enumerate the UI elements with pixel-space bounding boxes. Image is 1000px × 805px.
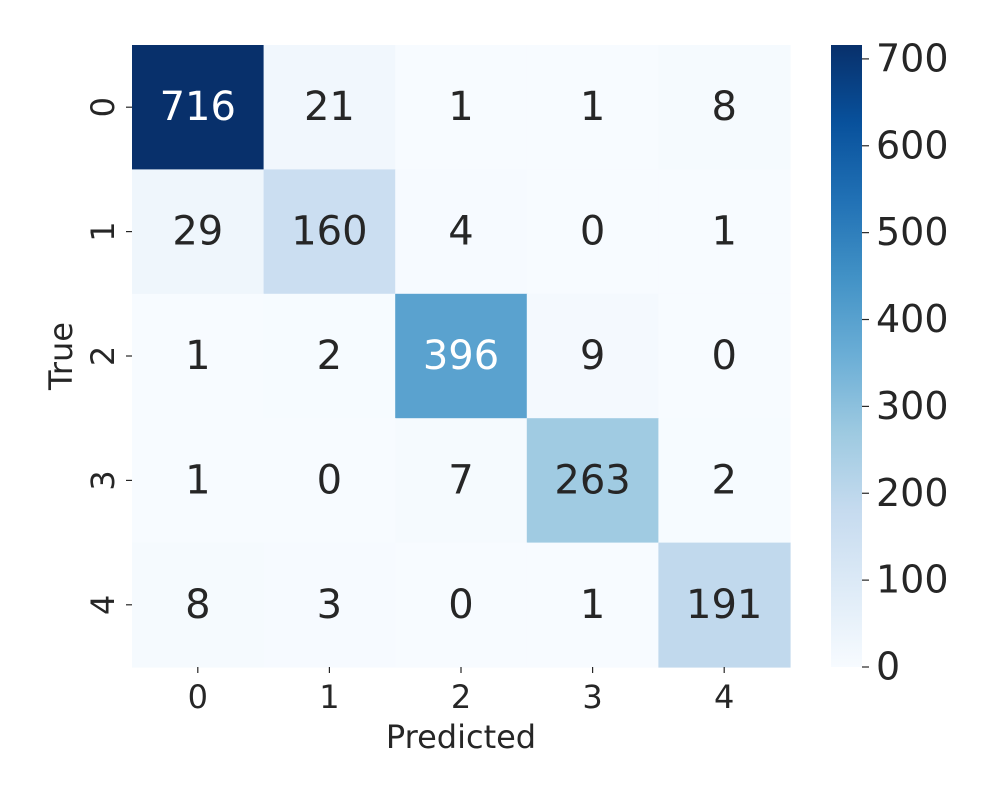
- heatmap-cell: [658, 169, 791, 295]
- cell-value-label: 1: [711, 209, 736, 255]
- y-tick-label: 3: [84, 470, 122, 490]
- colorbar-tick-label: 0: [876, 645, 900, 689]
- cell-value-label: 0: [711, 333, 736, 379]
- cell-value-label: 160: [291, 209, 367, 255]
- x-tick-label: 0: [188, 678, 208, 716]
- heatmap-cell: [395, 169, 528, 295]
- cell-value-label: 1: [580, 582, 605, 628]
- heatmap-cell: [526, 293, 659, 419]
- cell-value-label: 0: [317, 457, 342, 503]
- heatmap-cell: [263, 418, 396, 544]
- heatmap-cell: [395, 418, 528, 544]
- heatmap-cell: [395, 293, 528, 419]
- heatmap-cell: [263, 542, 396, 668]
- heatmap-cell: [395, 542, 528, 668]
- heatmap-cell: [132, 542, 265, 668]
- colorbar-tick-label: 600: [876, 123, 949, 167]
- heatmap-cell: [658, 542, 791, 668]
- cell-value-label: 1: [448, 84, 473, 130]
- cell-value-label: 7: [448, 457, 473, 503]
- heatmap-cell: [526, 542, 659, 668]
- heatmap-cell: [658, 418, 791, 544]
- cell-value-label: 1: [185, 457, 210, 503]
- y-axis-title: True: [42, 322, 80, 391]
- cell-value-label: 263: [554, 457, 630, 503]
- heatmap-cell: [658, 293, 791, 419]
- heatmap-cell: [263, 169, 396, 295]
- heatmap-cell: [526, 169, 659, 295]
- cell-value-label: 0: [580, 209, 605, 255]
- x-axis-title: Predicted: [386, 718, 536, 756]
- y-tick-label: 2: [84, 346, 122, 366]
- colorbar-tick-label: 400: [876, 297, 949, 341]
- cell-value-label: 1: [185, 333, 210, 379]
- cell-value-label: 191: [686, 582, 762, 628]
- colorbar-tick-label: 500: [876, 210, 949, 254]
- heatmap-cell: [526, 45, 659, 170]
- cell-value-label: 8: [185, 582, 210, 628]
- colorbar-tick-label: 700: [876, 36, 949, 80]
- x-tick-label: 4: [714, 678, 734, 716]
- heatmap-cell: [658, 45, 791, 170]
- y-tick-label: 1: [84, 221, 122, 241]
- heatmap-cell: [132, 45, 265, 170]
- cell-value-label: 716: [160, 84, 236, 130]
- colorbar-gradient: [831, 45, 862, 667]
- heatmap-cell: [263, 293, 396, 419]
- cell-value-label: 0: [448, 582, 473, 628]
- colorbar-tick-label: 300: [876, 384, 949, 428]
- heatmap-cell: [263, 45, 396, 170]
- heatmap-cell: [132, 169, 265, 295]
- y-tick-label: 4: [84, 595, 122, 615]
- cell-value-label: 29: [172, 209, 223, 255]
- heatmap-cell: [526, 418, 659, 544]
- y-tick-label: 0: [84, 97, 122, 117]
- x-tick-label: 2: [451, 678, 471, 716]
- colorbar-tick-label: 200: [876, 471, 949, 515]
- cell-value-label: 2: [317, 333, 342, 379]
- colorbar-tick-label: 100: [876, 558, 949, 602]
- colorbar: 0 100 200 300 400 500 600 700: [831, 36, 949, 689]
- cell-value-label: 9: [580, 333, 605, 379]
- heatmap-cell: [132, 293, 265, 419]
- cell-value-label: 4: [448, 209, 473, 255]
- cell-value-label: 3: [317, 582, 342, 628]
- x-tick-label: 3: [582, 678, 602, 716]
- cell-value-label: 396: [423, 333, 499, 379]
- cell-value-label: 8: [711, 84, 736, 130]
- x-tick-label: 1: [319, 678, 339, 716]
- heatmap-cell: [395, 45, 528, 170]
- cell-value-label: 2: [711, 457, 736, 503]
- heatmap-cell: [132, 418, 265, 544]
- cell-value-label: 21: [304, 84, 355, 130]
- cell-value-label: 1: [580, 84, 605, 130]
